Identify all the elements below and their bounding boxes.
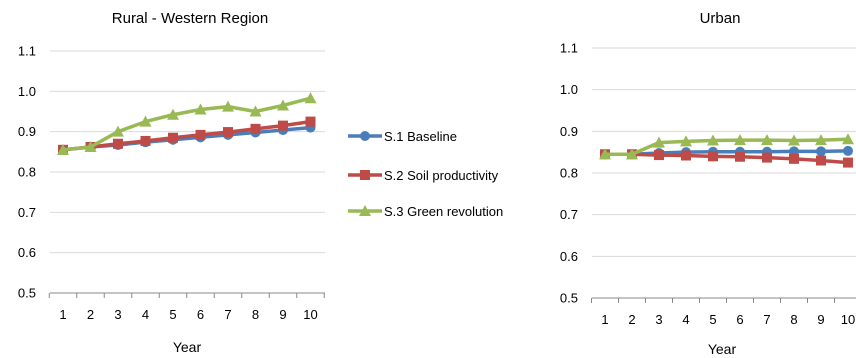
x-tick-label: 7 xyxy=(763,312,770,327)
x-axis-title: Year xyxy=(173,339,202,355)
data-point xyxy=(815,134,827,146)
x-tick-label: 3 xyxy=(655,312,662,327)
x-tick-label: 2 xyxy=(628,312,635,327)
y-tick-label: 0.5 xyxy=(18,286,36,301)
x-tick-label: 3 xyxy=(114,307,121,322)
data-point xyxy=(681,150,691,161)
x-tick-label: 1 xyxy=(59,307,66,322)
x-tick-label: 2 xyxy=(87,307,94,322)
legend-label: S.2 Soil productivity xyxy=(384,168,499,183)
data-point xyxy=(626,148,638,160)
series-line xyxy=(62,96,311,152)
data-point xyxy=(735,151,745,162)
x-tick-label: 9 xyxy=(279,307,286,322)
y-tick-label: 1.0 xyxy=(18,84,36,99)
series-group xyxy=(599,133,854,168)
y-tick-label: 1.1 xyxy=(18,44,36,59)
y-tick-label: 1.1 xyxy=(560,41,578,56)
x-tick-label: 5 xyxy=(169,307,176,322)
x-tick-label: 4 xyxy=(142,307,149,322)
x-tick-label: 8 xyxy=(252,307,259,322)
legend-marker xyxy=(360,170,370,180)
urban-chart: Urban 0.5 0.6 0.7 0.8 0.9 1.0 1.1 1 2 3 4 5 6 7 8 9 10 Y… xyxy=(560,10,856,357)
x-tick-label: 4 xyxy=(682,312,689,327)
data-point xyxy=(277,99,289,111)
y-tick-label: 0.5 xyxy=(560,291,578,306)
y-tick-label: 1.0 xyxy=(560,82,578,97)
axes: 0.5 0.6 0.7 0.8 0.9 1.0 1.1 1 2 3 4 5 6 7 8 9 10 xyxy=(560,41,856,327)
data-point xyxy=(112,125,124,137)
series-line xyxy=(62,119,311,152)
chart-title: Urban xyxy=(700,10,741,27)
legend-label: S.1 Baseline xyxy=(384,129,457,144)
x-tick-label: 5 xyxy=(709,312,716,327)
chart-title: Rural - Western Region xyxy=(112,10,268,27)
data-point xyxy=(250,123,261,134)
y-tick-label: 0.9 xyxy=(560,124,578,139)
data-point xyxy=(57,143,69,155)
legend-label: S.3 Green revolution xyxy=(384,204,503,219)
series-line xyxy=(605,137,849,156)
data-point xyxy=(599,148,611,160)
data-point xyxy=(788,134,800,146)
data-point xyxy=(680,135,692,147)
data-point xyxy=(653,136,665,148)
x-tick-label: 6 xyxy=(197,307,204,322)
data-point xyxy=(140,135,151,146)
data-point xyxy=(789,153,799,164)
y-tick-label: 0.9 xyxy=(18,124,36,139)
x-tick-label: 1 xyxy=(601,312,608,327)
data-point xyxy=(223,127,233,138)
gridlines xyxy=(592,47,856,257)
legend-marker xyxy=(359,205,371,216)
data-point xyxy=(734,134,746,146)
rural-western-region-chart: Rural - Western Region 0.5 0.6 0.7 0.8 0.9 1.… xyxy=(18,10,325,355)
data-point xyxy=(842,133,854,145)
x-axis-title: Year xyxy=(708,341,737,357)
y-tick-label: 0.8 xyxy=(18,165,36,180)
legend: S.1 Baseline S.2 Soil productivity S.3 Gre… xyxy=(348,129,503,219)
series-line xyxy=(605,152,849,165)
data-point xyxy=(816,155,826,166)
data-point xyxy=(139,115,152,127)
x-tick-label: 10 xyxy=(841,312,855,327)
legend-marker xyxy=(360,131,370,141)
data-point xyxy=(843,157,853,168)
data-point xyxy=(222,100,234,112)
x-tick-label: 6 xyxy=(736,312,743,327)
series-group xyxy=(57,92,317,155)
data-point xyxy=(304,92,317,104)
y-tick-label: 0.7 xyxy=(18,205,36,220)
data-point xyxy=(843,145,853,156)
data-point xyxy=(195,129,206,140)
y-tick-label: 0.6 xyxy=(18,245,36,260)
data-point xyxy=(278,120,288,131)
data-point xyxy=(84,140,97,152)
data-point xyxy=(305,116,316,127)
x-tick-label: 8 xyxy=(790,312,797,327)
data-point xyxy=(708,151,718,162)
data-point xyxy=(167,108,179,120)
data-point xyxy=(761,134,773,146)
data-point xyxy=(113,138,123,149)
y-tick-label: 0.8 xyxy=(560,166,578,181)
data-point xyxy=(762,152,772,163)
data-point xyxy=(654,150,664,161)
axes: 0.5 0.6 0.7 0.8 0.9 1.0 1.1 1 2 3 4 5 6 7 8 9 10 xyxy=(18,44,325,322)
gridlines xyxy=(50,50,325,254)
data-point xyxy=(168,132,178,143)
x-tick-label: 10 xyxy=(303,307,317,322)
x-tick-label: 7 xyxy=(224,307,231,322)
y-tick-label: 0.6 xyxy=(560,249,578,264)
data-point xyxy=(816,146,826,157)
data-point xyxy=(249,105,262,117)
y-tick-label: 0.7 xyxy=(560,207,578,222)
x-tick-label: 9 xyxy=(817,312,824,327)
data-point xyxy=(194,103,207,115)
data-point xyxy=(707,134,719,146)
